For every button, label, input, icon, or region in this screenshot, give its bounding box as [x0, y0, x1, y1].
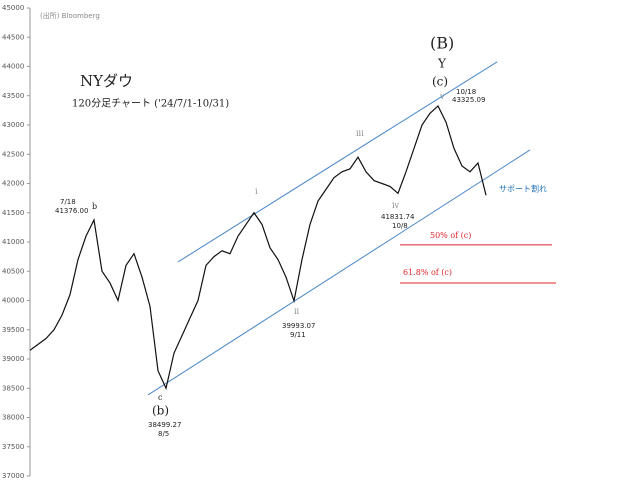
- price-line: [29, 105, 487, 391]
- channel-line: [177, 61, 498, 263]
- y-tick-label: 44000: [2, 63, 24, 71]
- annotation: 39993.07: [282, 322, 315, 330]
- y-tick-label: 38000: [2, 414, 24, 422]
- y-tick-label: 39000: [2, 355, 24, 363]
- y-tick-label: 41500: [2, 209, 24, 217]
- annotation: 7/18: [60, 198, 76, 206]
- y-tick-label: 40000: [2, 297, 24, 305]
- y-tick-label: 43500: [2, 92, 24, 100]
- annotation: ii: [294, 307, 300, 316]
- annotation: (b): [152, 404, 169, 418]
- y-tick-label: 45000: [2, 4, 24, 12]
- y-tick-label: 42000: [2, 180, 24, 188]
- annotation: i: [255, 187, 258, 196]
- chart-title: NYダウ: [80, 72, 133, 90]
- annotation: (c): [432, 75, 448, 89]
- source: (出所) Bloomberg: [40, 11, 100, 20]
- y-tick-label: 43000: [2, 121, 24, 129]
- annotation: サポート割れ: [499, 184, 547, 194]
- annotation: Y: [437, 57, 447, 71]
- y-tick-label: 37500: [2, 443, 24, 451]
- annotation: 50% of (c): [430, 231, 471, 240]
- y-tick-label: 37000: [2, 472, 24, 480]
- chart-subtitle: 120分足チャート ('24/7/1-10/31): [72, 98, 229, 110]
- annotation: iii: [356, 129, 364, 138]
- annotation: (B): [430, 34, 454, 53]
- annotation: 8/5: [158, 430, 169, 438]
- y-tick-label: 39500: [2, 326, 24, 334]
- y-tick-label: 41000: [2, 238, 24, 246]
- annotation: 41376.00: [55, 207, 88, 215]
- channel-line: [147, 149, 531, 396]
- annotation: 61.8% of (c): [403, 268, 452, 277]
- annotation: 43325.09: [452, 96, 485, 104]
- y-tick-label: 42500: [2, 150, 24, 158]
- y-tick-label: 38500: [2, 384, 24, 392]
- y-tick-label: 40500: [2, 267, 24, 275]
- annotation: c: [158, 393, 163, 402]
- annotation: iv: [392, 201, 400, 210]
- annotation: 41831.74: [381, 213, 415, 221]
- y-tick-label: 44500: [2, 33, 24, 41]
- annotation: 38499.27: [148, 421, 181, 429]
- annotation: b: [92, 202, 97, 211]
- annotation: 10/18: [456, 88, 476, 96]
- annotations: 7/18 41376.00 b i ii 39993.07 9/11 iii i…: [55, 34, 547, 439]
- annotation: 9/11: [290, 331, 306, 339]
- annotation: 10/8: [392, 222, 408, 230]
